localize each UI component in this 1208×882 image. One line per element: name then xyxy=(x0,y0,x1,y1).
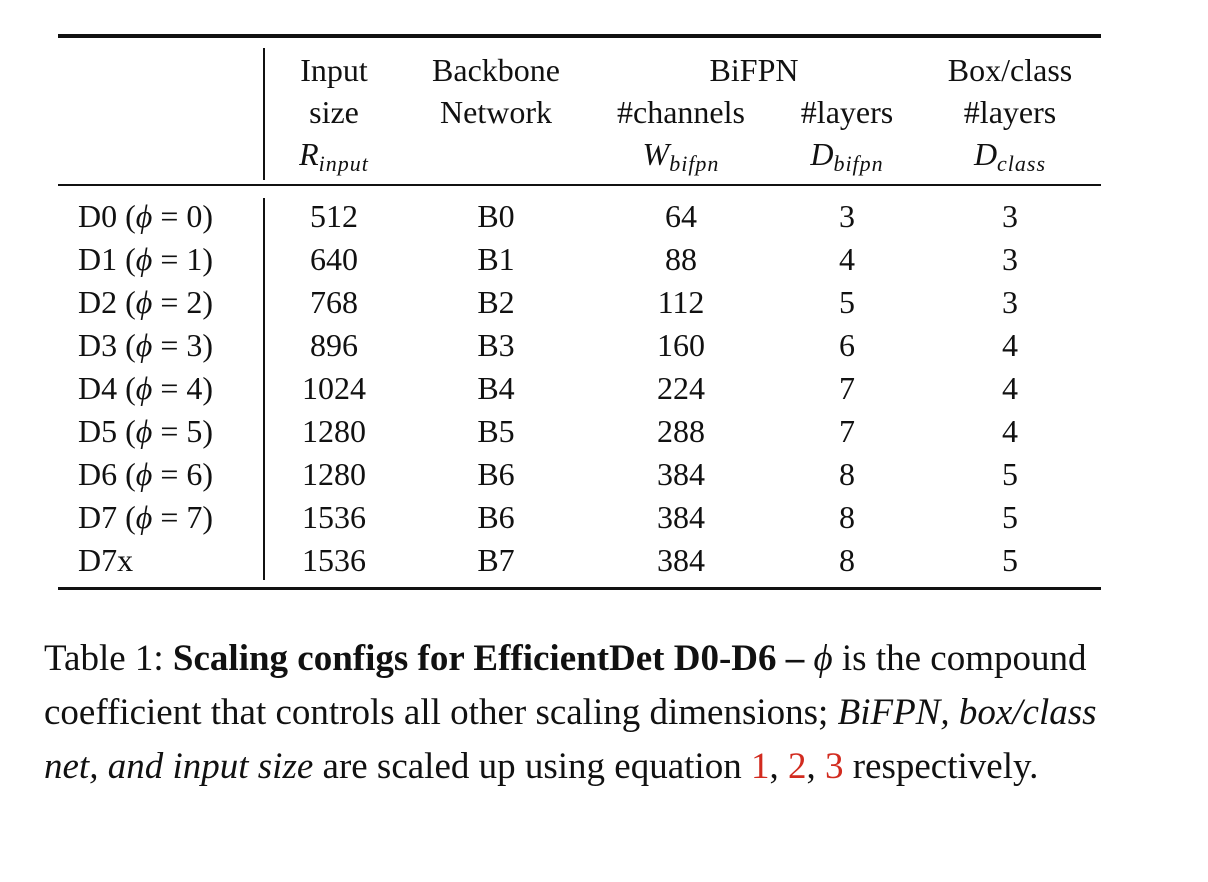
cell-input: 1536 xyxy=(302,542,366,578)
model-label: D7x xyxy=(78,542,134,578)
cell-bifpn-layers: 7 xyxy=(839,370,855,406)
header-input-size: Input size Rinput xyxy=(299,49,369,179)
cell-bifpn-layers: 7 xyxy=(839,413,855,449)
model-label: D7 (ϕ = 7) xyxy=(78,499,214,535)
header-boxclass-layers: Box/class #layers Dclass xyxy=(948,49,1072,179)
cell-input: 512 xyxy=(310,198,358,234)
cell-channels: 160 xyxy=(657,327,705,363)
caption-bold-title: Scaling configs for EfficientDet D0-D6 – xyxy=(172,638,805,679)
table-top-rule xyxy=(58,34,1101,38)
header-channels-symbol: Wbifpn xyxy=(642,136,720,176)
header-bifpn-channels: #channels Wbifpn xyxy=(617,91,745,179)
cell-bifpn-layers: 8 xyxy=(839,456,855,492)
cell-input: 896 xyxy=(310,327,358,363)
cell-backbone: B1 xyxy=(477,241,515,277)
cell-backbone: B6 xyxy=(477,456,515,492)
cell-backbone: B0 xyxy=(477,198,515,234)
model-label: D0 (ϕ = 0) xyxy=(78,198,214,234)
cell-channels: 112 xyxy=(657,284,705,320)
cell-input: 1536 xyxy=(302,499,366,535)
table-row: D7x 1536 B7 384 8 5 xyxy=(58,539,1101,582)
model-label: D1 (ϕ = 1) xyxy=(78,241,214,277)
cell-class-layers: 3 xyxy=(1002,198,1018,234)
cell-class-layers: 5 xyxy=(1002,456,1018,492)
cell-input: 1024 xyxy=(302,370,366,406)
equation-ref-2[interactable]: 2 xyxy=(787,746,807,787)
header-bifpn-layers: #layers Dbifpn xyxy=(801,91,893,179)
table-row: D3 (ϕ = 3) 896 B3 160 6 4 xyxy=(58,324,1101,367)
table-header-divider xyxy=(263,48,265,180)
table-row: D6 (ϕ = 6) 1280 B6 384 8 5 xyxy=(58,453,1101,496)
table-row: D7 (ϕ = 7) 1536 B6 384 8 5 xyxy=(58,496,1101,539)
caption-text-1: is the compound coefficient that control… xyxy=(44,638,1087,733)
cell-class-layers: 4 xyxy=(1002,413,1018,449)
header-bifpn: BiFPN xyxy=(709,52,799,88)
cell-bifpn-layers: 3 xyxy=(839,198,855,234)
caption-prefix: Table 1: xyxy=(44,638,164,679)
cell-channels: 384 xyxy=(657,499,705,535)
table-header-rule xyxy=(58,184,1101,186)
table-row: D5 (ϕ = 5) 1280 B5 288 7 4 xyxy=(58,410,1101,453)
cell-class-layers: 5 xyxy=(1002,542,1018,578)
cell-bifpn-layers: 8 xyxy=(839,542,855,578)
cell-backbone: B6 xyxy=(477,499,515,535)
model-label: D5 (ϕ = 5) xyxy=(78,413,214,449)
cell-class-layers: 3 xyxy=(1002,284,1018,320)
cell-input: 1280 xyxy=(302,456,366,492)
cell-backbone: B3 xyxy=(477,327,515,363)
cell-backbone: B2 xyxy=(477,284,515,320)
equation-ref-1[interactable]: 1 xyxy=(750,746,770,787)
header-backbone: Backbone Network xyxy=(432,52,560,130)
cell-input: 640 xyxy=(310,241,358,277)
cell-input: 1280 xyxy=(302,413,366,449)
cell-channels: 224 xyxy=(657,370,705,406)
equation-ref-3[interactable]: 3 xyxy=(824,746,844,787)
cell-channels: 88 xyxy=(665,241,697,277)
table-row: D1 (ϕ = 1) 640 B1 88 4 3 xyxy=(58,238,1101,281)
header-input-symbol: Rinput xyxy=(299,136,369,176)
header-bifpn-layers-symbol: Dbifpn xyxy=(810,136,884,176)
cell-class-layers: 4 xyxy=(1002,370,1018,406)
model-label: D3 (ϕ = 3) xyxy=(78,327,214,363)
cell-channels: 384 xyxy=(657,542,705,578)
table-row: D4 (ϕ = 4) 1024 B4 224 7 4 xyxy=(58,367,1101,410)
model-label: D2 (ϕ = 2) xyxy=(78,284,214,320)
table-row: D2 (ϕ = 2) 768 B2 112 5 3 xyxy=(58,281,1101,324)
cell-channels: 64 xyxy=(665,198,697,234)
caption-italic: BiFPN, box/class net, and input size xyxy=(44,692,1097,787)
cell-class-layers: 5 xyxy=(1002,499,1018,535)
table-body-divider xyxy=(263,198,265,580)
cell-backbone: B5 xyxy=(477,413,515,449)
caption-text-3: respectively. xyxy=(852,746,1039,787)
cell-bifpn-layers: 4 xyxy=(839,241,855,277)
cell-class-layers: 3 xyxy=(1002,241,1018,277)
cell-channels: 288 xyxy=(657,413,705,449)
cell-bifpn-layers: 5 xyxy=(839,284,855,320)
model-label: D6 (ϕ = 6) xyxy=(78,456,214,492)
header-class-symbol: Dclass xyxy=(973,136,1047,176)
cell-input: 768 xyxy=(310,284,358,320)
cell-bifpn-layers: 6 xyxy=(839,327,855,363)
caption-text-2: are scaled up using equation xyxy=(322,746,742,787)
model-label: D4 (ϕ = 4) xyxy=(78,370,214,406)
cell-bifpn-layers: 8 xyxy=(839,499,855,535)
cell-channels: 384 xyxy=(657,456,705,492)
cell-backbone: B4 xyxy=(477,370,515,406)
table-row: D0 (ϕ = 0) 512 B0 64 3 3 xyxy=(58,195,1101,238)
table-caption: Table 1: Scaling configs for EfficientDe… xyxy=(44,638,1097,787)
cell-class-layers: 4 xyxy=(1002,327,1018,363)
table-bottom-rule xyxy=(58,587,1101,590)
cell-backbone: B7 xyxy=(477,542,515,578)
caption-phi-symbol: ϕ xyxy=(813,638,833,679)
